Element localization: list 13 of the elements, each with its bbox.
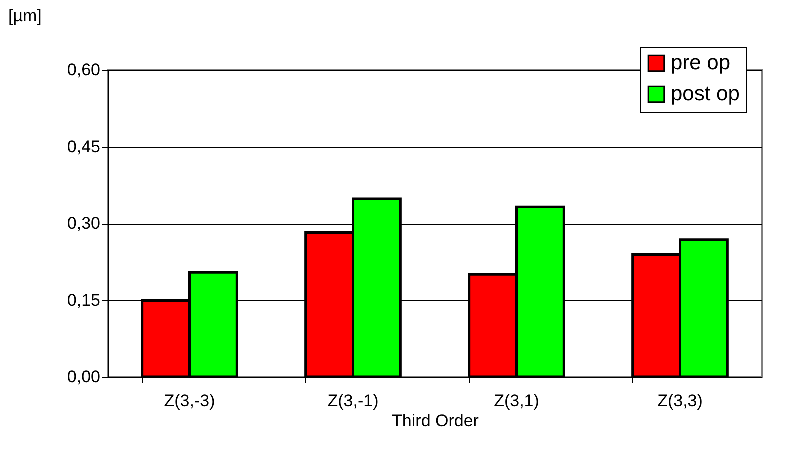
- x-tick-label: Z(3,1): [494, 392, 540, 410]
- x-tick-label: Z(3,3): [658, 392, 703, 410]
- y-tick-label: 0,45: [67, 137, 100, 156]
- x-axis-title: Third Order: [392, 412, 480, 430]
- legend-label: post op: [671, 82, 740, 106]
- y-axis-title: [µm]: [8, 6, 42, 26]
- legend-label: pre op: [671, 52, 731, 74]
- y-tick-label: 0,15: [67, 290, 100, 310]
- y-tick-label: 0,00: [67, 368, 100, 386]
- x-tick-label: Z(3,-3): [164, 392, 216, 410]
- x-tick-label: Z(3,-1): [328, 392, 379, 410]
- y-tick-label: 0,30: [67, 214, 100, 233]
- y-tick-label: 0,60: [67, 60, 100, 80]
